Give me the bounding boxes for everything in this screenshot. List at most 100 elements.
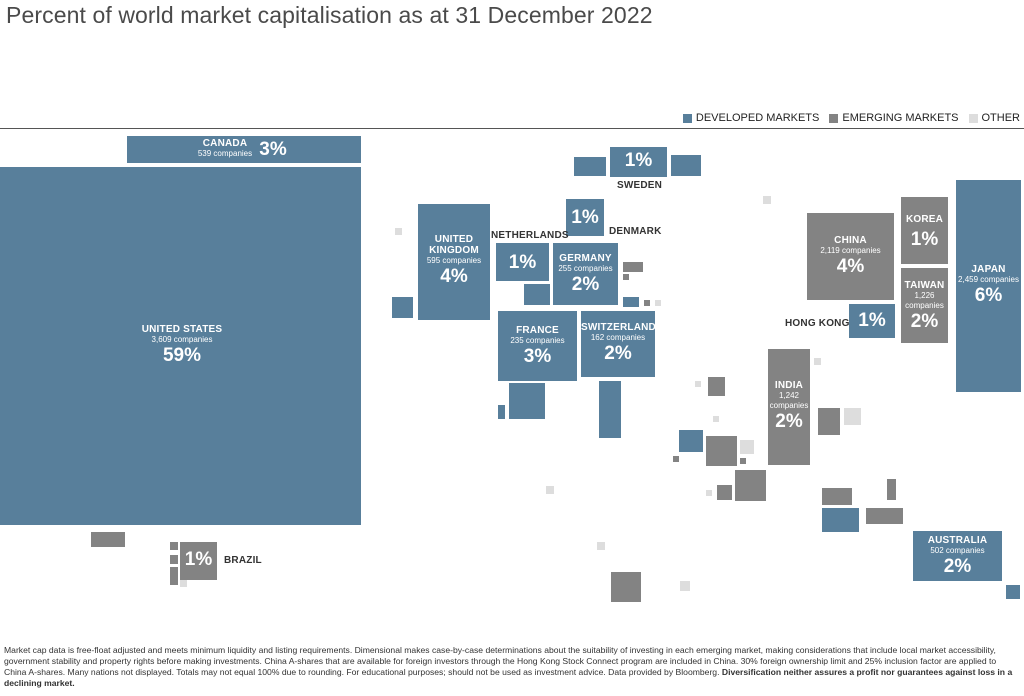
label-united-kingdom: UNITED KINGDOM 595 companies 4% bbox=[418, 234, 490, 288]
legend-developed: DEVELOPED MARKETS bbox=[682, 112, 820, 124]
label-taiwan: TAIWAN 1,226 companies 2% bbox=[901, 280, 948, 333]
tile-austria bbox=[623, 297, 639, 307]
tile-japan bbox=[956, 180, 1021, 392]
tile-iceland bbox=[395, 228, 402, 235]
taiwan-companies-word: companies bbox=[905, 301, 944, 310]
label-india: INDIA 1,242 companies 2% bbox=[768, 380, 810, 433]
denmark-name: DENMARK bbox=[609, 226, 662, 237]
hong-kong-name: HONG KONG bbox=[785, 318, 850, 329]
legend: DEVELOPED MARKETS EMERGING MARKETS OTHER bbox=[682, 112, 1021, 124]
japan-pct: 6% bbox=[974, 285, 1003, 306]
tile-argentina bbox=[180, 580, 187, 587]
footnote: Market cap data is free-float adjusted a… bbox=[4, 645, 1016, 689]
tile-china bbox=[807, 213, 894, 300]
uk-name-line2: KINGDOM bbox=[429, 245, 479, 256]
india-companies-count: 1,242 bbox=[778, 391, 800, 400]
tile-bahrain bbox=[706, 490, 712, 496]
taiwan-companies-count: 1,226 bbox=[914, 291, 935, 300]
switzerland-pct: 2% bbox=[604, 343, 632, 364]
tile-france bbox=[498, 311, 577, 381]
tile-nigeria bbox=[597, 542, 605, 550]
tile-spain bbox=[509, 383, 545, 419]
india-name: INDIA bbox=[774, 380, 804, 391]
netherlands-pct: 1% bbox=[496, 252, 549, 274]
netherlands-name: NETHERLANDS bbox=[491, 230, 569, 241]
tile-switzerland bbox=[581, 311, 655, 377]
tile-sweden bbox=[610, 147, 667, 177]
legend-emerging: EMERGING MARKETS bbox=[829, 112, 959, 124]
switzerland-companies: 162 companies bbox=[590, 333, 646, 342]
brazil-pct-value: 1% bbox=[184, 549, 213, 570]
tile-morocco bbox=[546, 486, 554, 494]
tile-peru bbox=[170, 555, 178, 564]
uk-pct: 4% bbox=[440, 266, 468, 287]
tile-taiwan bbox=[901, 268, 948, 343]
australia-companies: 502 companies bbox=[930, 546, 985, 555]
legend-other-swatch bbox=[968, 113, 978, 123]
france-name: FRANCE bbox=[516, 325, 559, 336]
sweden-pct: 1% bbox=[610, 150, 667, 172]
us-name: UNITED STATES bbox=[141, 324, 223, 335]
tile-australia bbox=[913, 531, 1002, 581]
label-japan: JAPAN 2,459 companies 6% bbox=[956, 264, 1021, 307]
tile-malaysia bbox=[822, 488, 852, 505]
label-korea: KOREA 1% bbox=[901, 214, 948, 251]
taiwan-pct: 2% bbox=[910, 311, 939, 332]
tile-ireland bbox=[392, 297, 413, 318]
china-pct: 4% bbox=[836, 256, 865, 277]
tile-poland bbox=[623, 262, 643, 272]
tile-mexico bbox=[91, 532, 125, 547]
japan-name: JAPAN bbox=[971, 264, 1006, 275]
legend-emerging-swatch bbox=[829, 113, 839, 123]
germany-name: GERMANY bbox=[559, 253, 612, 264]
tile-oman bbox=[740, 440, 754, 454]
tile-russia bbox=[763, 196, 771, 204]
label-germany: GERMANY 255 companies 2% bbox=[553, 253, 618, 296]
india-pct: 2% bbox=[775, 411, 803, 432]
uk-name-line1: UNITED bbox=[434, 234, 474, 245]
us-companies: 3,609 companies bbox=[151, 335, 213, 344]
china-name: CHINA bbox=[834, 235, 867, 246]
canada-pct: 3% bbox=[258, 139, 288, 161]
denmark-pct: 1% bbox=[566, 207, 604, 229]
tile-denmark bbox=[566, 199, 604, 236]
legend-developed-label: DEVELOPED MARKETS bbox=[695, 112, 820, 124]
tile-czech bbox=[623, 274, 629, 280]
germany-companies: 255 companies bbox=[558, 264, 613, 273]
uk-companies: 595 companies bbox=[426, 256, 482, 265]
switzerland-name: SWITZERLAND bbox=[581, 322, 656, 333]
tile-mauritius bbox=[680, 581, 690, 591]
tile-germany bbox=[553, 243, 618, 305]
legend-other-label: OTHER bbox=[981, 112, 1021, 124]
japan-companies: 2,459 companies bbox=[958, 275, 1019, 284]
india-companies-word: companies bbox=[769, 401, 809, 410]
tile-egypt bbox=[695, 381, 701, 387]
tile-south-africa bbox=[611, 572, 641, 602]
tile-jordan bbox=[713, 416, 719, 422]
tile-chile bbox=[170, 567, 178, 585]
korea-pct: 1% bbox=[910, 229, 939, 250]
tile-india bbox=[768, 349, 810, 465]
korea-name: KOREA bbox=[905, 214, 944, 225]
label-canada: CANADA 539 companies bbox=[190, 138, 260, 159]
tile-colombia bbox=[170, 542, 178, 550]
tile-qatar bbox=[740, 458, 746, 464]
tile-uae bbox=[717, 485, 732, 500]
tile-new-zealand bbox=[1006, 585, 1020, 599]
tile-united-states bbox=[0, 167, 361, 525]
tile-turkey bbox=[708, 377, 725, 396]
tile-romania bbox=[655, 300, 661, 306]
label-australia: AUSTRALIA 502 companies 2% bbox=[913, 535, 1002, 578]
label-china: CHINA 2,119 companies 4% bbox=[807, 235, 894, 278]
tile-vietnam bbox=[844, 408, 861, 425]
tile-pakistan bbox=[735, 470, 766, 501]
tile-thailand bbox=[818, 408, 840, 435]
canada-pct-value: 3% bbox=[259, 139, 287, 160]
canada-name: CANADA bbox=[202, 138, 248, 149]
us-pct: 59% bbox=[162, 345, 202, 366]
tile-kuwait bbox=[673, 456, 679, 462]
hong-kong-pct: 1% bbox=[849, 310, 895, 332]
tile-belgium bbox=[524, 284, 550, 305]
tile-italy bbox=[599, 381, 621, 438]
tile-korea bbox=[901, 197, 948, 264]
